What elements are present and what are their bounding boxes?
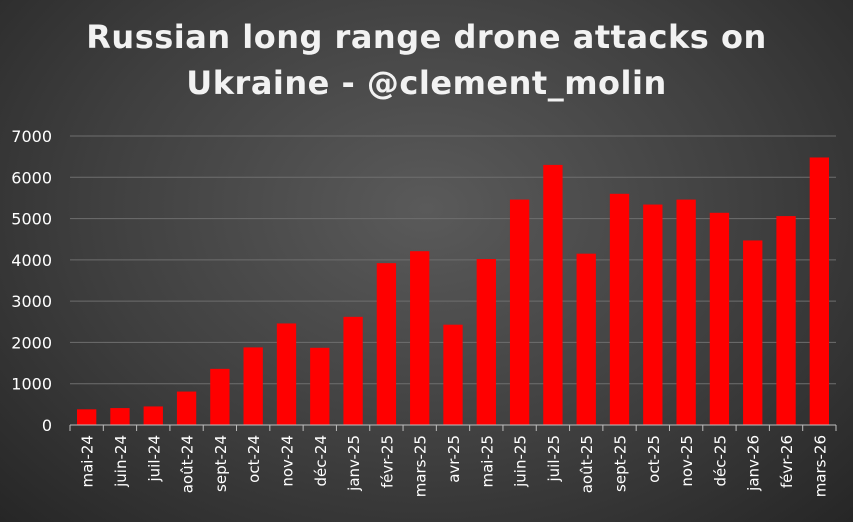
y-tick-label: 3000 [11,292,52,311]
x-tick-label: mai-24 [79,435,97,487]
chart-title-line-2: Ukraine - @clement_molin [186,64,667,102]
chart-title: Russian long range drone attacks on Ukra… [0,14,853,106]
bar-nov-25 [676,199,696,425]
bar-sept-24 [210,368,230,425]
bar-févr-25 [376,263,397,425]
x-tick-label: déc-24 [312,435,330,487]
bar-oct-25 [643,204,663,425]
bar-mars-26 [809,157,830,425]
bar-oct-24 [243,347,263,425]
x-tick-label: nov-25 [678,435,696,487]
bar-juil-24 [143,406,163,425]
x-tick-label: oct-25 [645,435,663,483]
bar-févr-26 [776,216,796,425]
x-tick-label: juil-25 [545,435,563,483]
bar-janv-26 [743,240,763,425]
y-tick-label: 2000 [11,333,52,352]
x-tick-label: sept-24 [212,435,230,492]
bar-mai-24 [76,409,97,425]
x-tick-label: nov-24 [278,435,296,487]
x-tick-label: déc-25 [711,435,729,487]
bar-juin-25 [509,199,530,425]
bar-août-24 [176,391,197,425]
bar-déc-24 [310,347,330,425]
bar-mai-25 [476,259,496,425]
bar-nov-24 [276,323,297,425]
bar-juil-25 [543,164,563,425]
chart-title-line-1: Russian long range drone attacks on [86,18,767,56]
x-tick-label: mars-25 [412,435,430,497]
y-tick-label: 1000 [11,375,52,394]
x-tick-label: janv-26 [745,435,763,492]
bar-sept-25 [609,193,630,425]
x-tick-label: avr-25 [445,435,463,483]
x-tick-label: août-25 [578,435,596,493]
y-tick-label: 4000 [11,251,52,270]
x-tick-label: sept-25 [612,435,630,492]
x-tick-label: oct-24 [245,435,263,483]
bar-août-25 [576,253,596,425]
bar-mars-25 [410,251,430,425]
x-tick-label: févr-25 [378,435,396,488]
x-tick-label: août-24 [179,435,197,493]
y-tick-label: 0 [42,416,52,435]
x-tick-label: mars-26 [811,435,829,497]
y-tick-label: 7000 [11,127,52,146]
bar-déc-25 [709,212,730,425]
x-tick-label: juin-25 [512,435,530,488]
x-tick-label: mai-25 [478,435,496,487]
y-tick-label: 6000 [11,168,52,187]
x-tick-label: juil-24 [145,435,163,483]
x-tick-label: janv-25 [345,435,363,492]
bar-janv-25 [343,316,363,425]
bar-avr-25 [443,324,463,425]
x-tick-label: févr-26 [778,435,796,488]
bar-juin-24 [110,408,130,425]
y-tick-label: 5000 [11,210,52,229]
x-tick-label: juin-24 [112,435,130,488]
